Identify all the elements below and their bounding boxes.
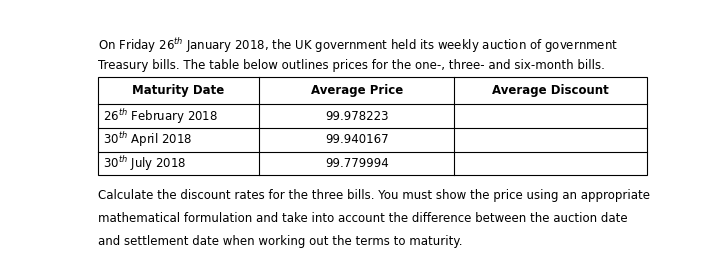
Text: On Friday 26$^{th}$ January 2018, the UK government held its weekly auction of g: On Friday 26$^{th}$ January 2018, the UK… — [97, 36, 618, 55]
Text: Calculate the discount rates for the three bills. You must show the price using : Calculate the discount rates for the thr… — [97, 189, 650, 202]
Text: 26$^{th}$ February 2018: 26$^{th}$ February 2018 — [103, 107, 219, 126]
Text: Average Price: Average Price — [311, 84, 403, 97]
Text: 99.978223: 99.978223 — [325, 109, 388, 122]
Bar — [97, 77, 647, 175]
Text: 30$^{th}$ April 2018: 30$^{th}$ April 2018 — [103, 130, 192, 149]
Text: mathematical formulation and take into account the difference between the auctio: mathematical formulation and take into a… — [97, 212, 627, 225]
Text: 99.779994: 99.779994 — [325, 157, 389, 170]
Text: and settlement date when working out the terms to maturity.: and settlement date when working out the… — [97, 235, 462, 248]
Text: Treasury bills. The table below outlines prices for the one-, three- and six-mon: Treasury bills. The table below outlines… — [97, 59, 604, 72]
Text: 30$^{th}$ July 2018: 30$^{th}$ July 2018 — [103, 154, 187, 173]
Text: Average Discount: Average Discount — [492, 84, 609, 97]
Text: 99.940167: 99.940167 — [325, 133, 389, 146]
Text: Maturity Date: Maturity Date — [132, 84, 224, 97]
